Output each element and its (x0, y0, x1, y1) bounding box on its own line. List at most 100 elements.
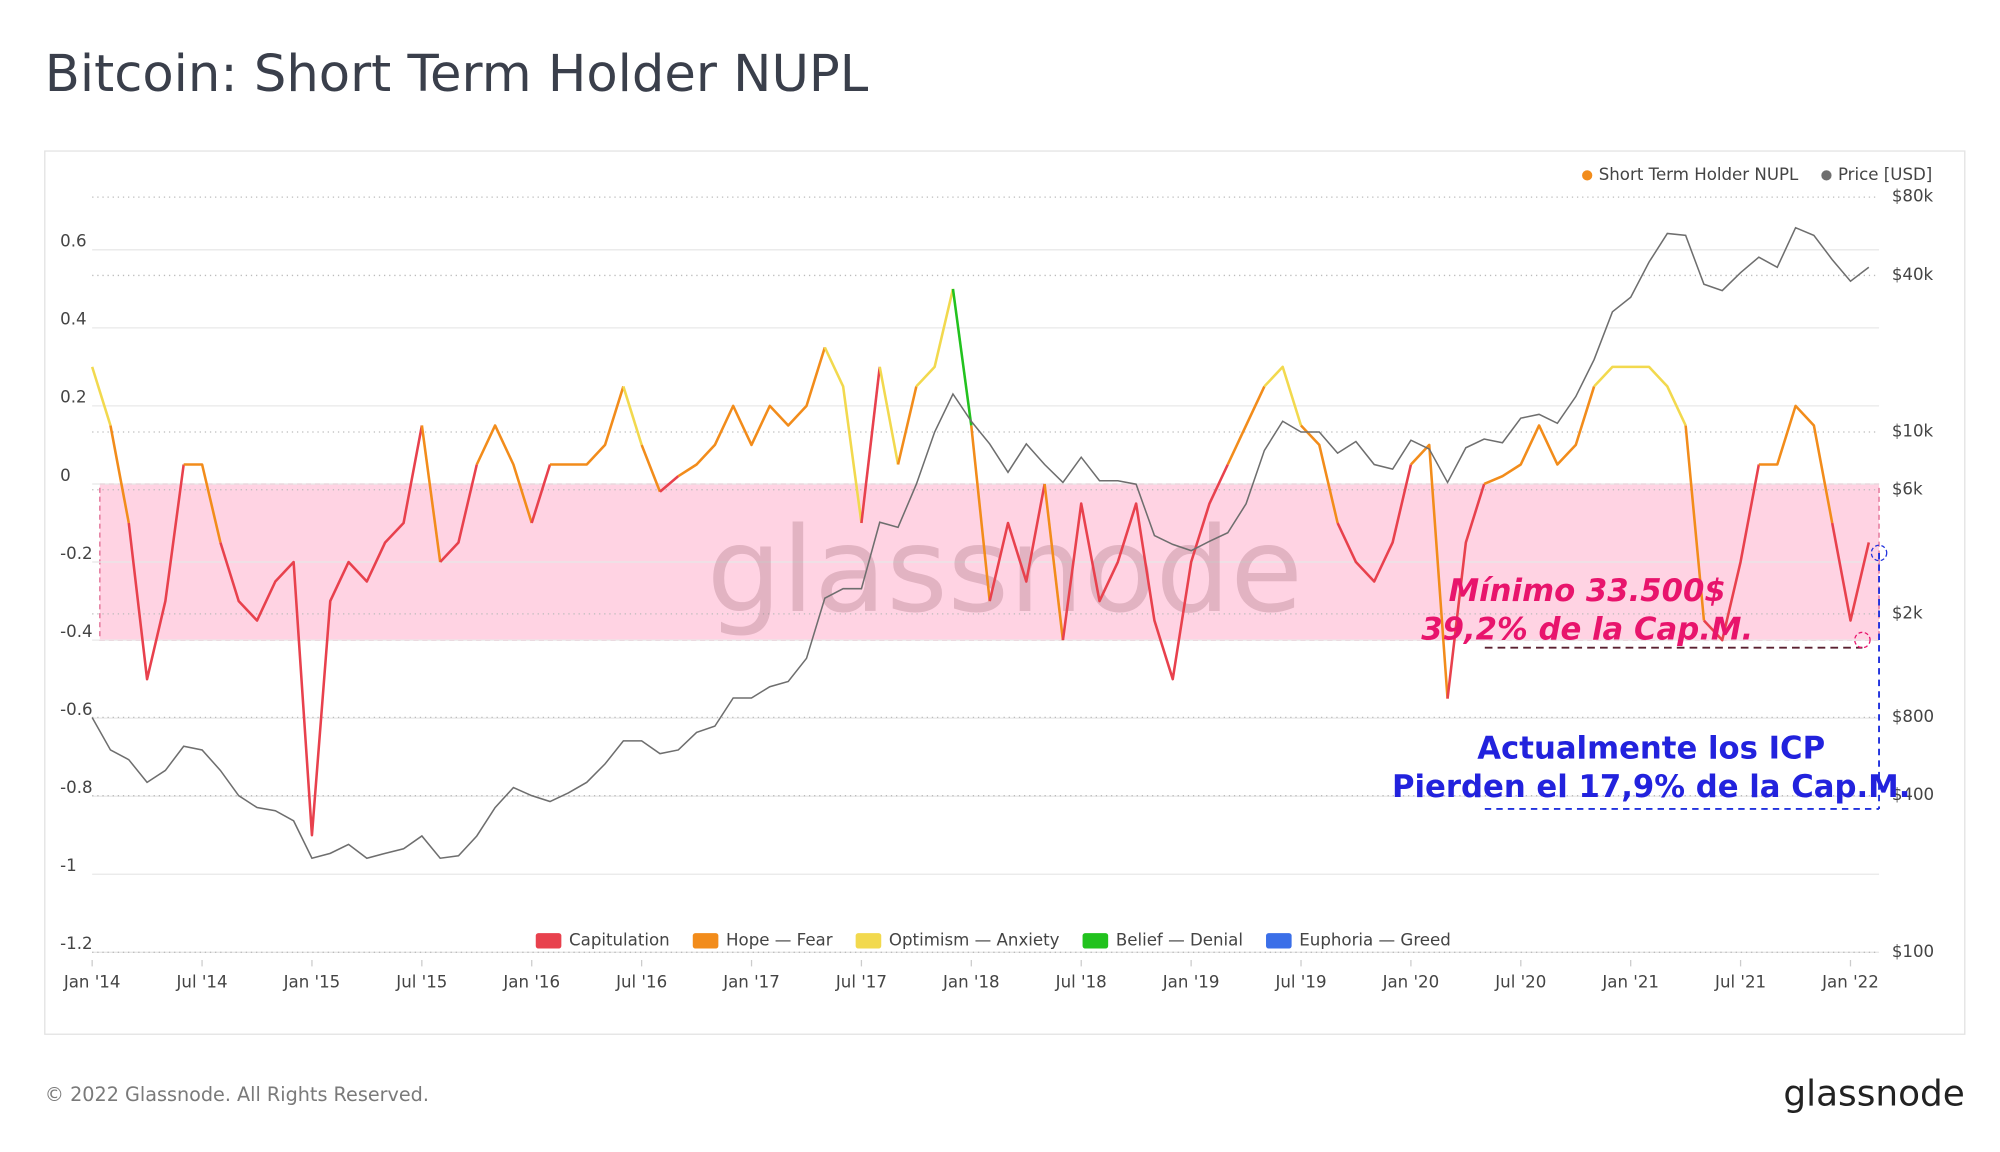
annotation-circle (1854, 631, 1871, 649)
nupl-line (823, 346, 863, 524)
x-tick-label: Jul '19 (1274, 973, 1326, 992)
y-tick-label: 0.4 (60, 310, 86, 329)
x-tick-label: Jul '16 (615, 973, 667, 992)
x-tick-label: Jan '18 (942, 973, 1000, 992)
nupl-line (1483, 386, 1596, 486)
x-tick-label: Jan '17 (722, 973, 780, 992)
y2-tick-label: $10k (1892, 422, 1934, 441)
legend-label: Optimism — Anxiety (889, 930, 1060, 949)
legend-swatch (535, 933, 562, 949)
chart-title: Bitcoin: Short Term Holder NUPL (45, 44, 869, 104)
nupl-line (878, 366, 900, 465)
x-tick-label: Jan '16 (502, 973, 560, 992)
nupl-line (1336, 464, 1413, 583)
x-tick-label: Jul '20 (1494, 973, 1546, 992)
nupl-line (109, 425, 131, 524)
legend-label: Short Term Holder NUPL (1599, 165, 1799, 184)
nupl-line (127, 464, 185, 681)
y-tick-label: -0.2 (60, 544, 92, 563)
legend-marker (1582, 170, 1593, 181)
plot-layer: Jan '14 Jul '14 Jan '15 Jul '15 Jan '16 Jul '… (63, 165, 1932, 992)
annotation: Actualmente los ICP (1477, 731, 1825, 767)
legend-swatch (1266, 933, 1292, 949)
y2-tick-label: $40k (1892, 265, 1934, 284)
nupl-line (1703, 464, 1761, 642)
nupl-line (1593, 365, 1687, 427)
y-tick-label: -1 (60, 856, 77, 875)
y2-tick-label: $800 (1892, 707, 1934, 726)
y2-tick-label: $100 (1892, 942, 1934, 961)
annotation-circle (1870, 544, 1888, 562)
nupl-line (969, 425, 991, 602)
nupl-line (988, 483, 1046, 602)
y2-tick-label: $2k (1892, 603, 1923, 622)
watermark: glassnode (707, 502, 1303, 639)
nupl-line (677, 347, 827, 478)
nupl-line (183, 463, 222, 543)
nupl-line (1043, 483, 1065, 641)
annotation: Pierden el 17,9% de la Cap.M. (1392, 769, 1910, 805)
price-line (91, 226, 1870, 860)
nupl-line (550, 386, 625, 466)
y-tick-label: -0.8 (60, 778, 92, 797)
nupl-line (622, 386, 643, 446)
x-tick-label: Jul '18 (1055, 973, 1107, 992)
y-tick-label: -0.6 (60, 700, 92, 719)
nupl-line (530, 464, 552, 524)
nupl-line (640, 444, 662, 493)
y-tick-label: -0.4 (60, 622, 92, 641)
logo: glassnode (1783, 1074, 1964, 1115)
x-tick-label: Jul '21 (1714, 973, 1766, 992)
legend-swatch (692, 933, 719, 949)
nupl-line (1263, 365, 1303, 426)
annotation: 39,2% de la Cap.M. (1421, 612, 1753, 648)
x-tick-label: Jul '15 (395, 973, 447, 992)
y2-tick-label: $400 (1892, 785, 1934, 804)
nupl-line (90, 366, 112, 426)
x-tick-label: Jan '22 (1821, 973, 1879, 992)
nupl-line (439, 464, 479, 563)
y-tick-label: 0 (60, 466, 71, 485)
legend-swatch (855, 933, 882, 949)
footer: © 2022 Glassnode. All Rights Reserved. (45, 1083, 429, 1106)
nupl-line (1830, 522, 1871, 622)
nupl-line (420, 425, 442, 563)
nupl-line (1410, 443, 1449, 699)
y-tick-label: 0.6 (60, 232, 86, 251)
legend-marker (1821, 170, 1832, 181)
nupl-line (1446, 483, 1486, 699)
x-tick-label: Jan '21 (1601, 973, 1659, 992)
legend-label: Capitulation (569, 930, 670, 949)
legend-label: Hope — Fear (726, 930, 833, 949)
x-tick-label: Jan '20 (1382, 973, 1440, 992)
legend-label: Price [USD] (1838, 165, 1932, 184)
x-tick-label: Jul '17 (835, 973, 887, 992)
x-tick-label: Jul '14 (176, 973, 228, 992)
y2-tick-label: $80k (1892, 187, 1934, 206)
nupl-line (1226, 385, 1266, 466)
x-tick-label: Jan '19 (1162, 973, 1220, 992)
legend-label: Euphoria — Greed (1299, 930, 1451, 949)
nupl-line (896, 386, 918, 465)
nupl-line (860, 366, 882, 524)
nupl-line (1684, 425, 1706, 621)
y2-tick-label: $6k (1892, 479, 1923, 498)
nupl-line (915, 288, 955, 388)
nupl-line (659, 475, 680, 493)
y-tick-label: -1.2 (60, 934, 92, 953)
y-tick-label: 0.2 (60, 388, 86, 407)
chart-frame (44, 150, 1966, 1035)
nupl-line (1758, 404, 1834, 524)
x-tick-label: Jan '15 (283, 973, 341, 992)
nupl-line (1061, 463, 1229, 681)
annotation: Mínimo 33.500$ (1449, 573, 1726, 609)
nupl-line (475, 424, 533, 524)
band-layer: 0.6 0.4 0.2 0 -0.2 -0.4 -0.6 -0.8 -1 -1.2 $80k $40k… (60, 187, 1934, 961)
legend-swatch (1082, 933, 1109, 949)
legend-label: Belief — Denial (1116, 930, 1243, 949)
nupl-line (219, 425, 424, 837)
x-tick-label: Jan '14 (63, 973, 121, 992)
nupl-line (951, 288, 973, 426)
